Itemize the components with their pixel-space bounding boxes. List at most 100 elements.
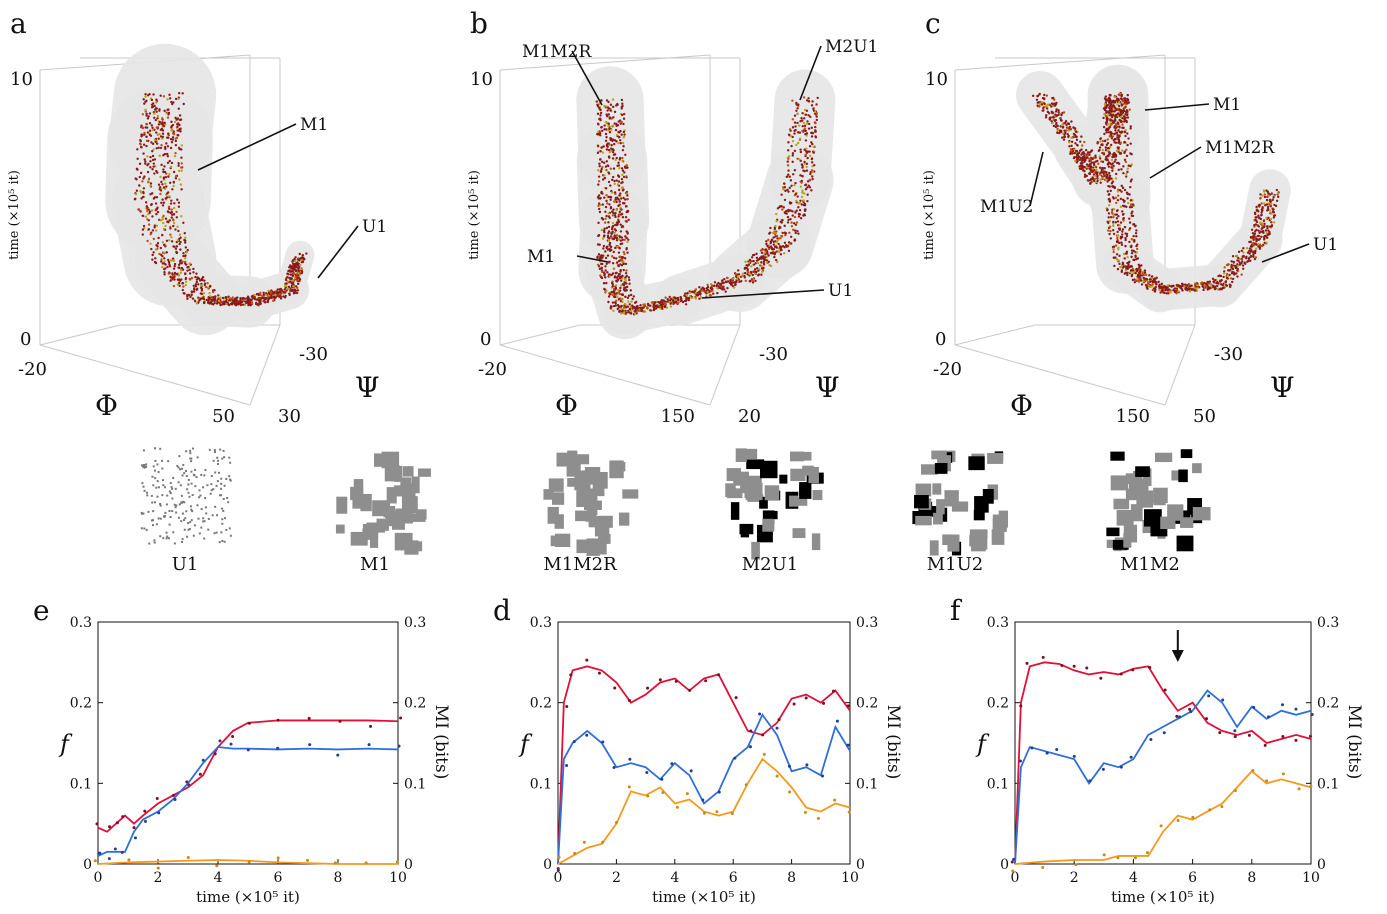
trajectory-point bbox=[153, 112, 156, 115]
trajectory-point bbox=[1187, 283, 1191, 287]
cell bbox=[190, 519, 193, 522]
trajectory-point bbox=[753, 253, 756, 257]
trajectory-point bbox=[1232, 260, 1235, 264]
cell bbox=[791, 497, 808, 506]
cell bbox=[554, 514, 564, 529]
trajectory-point bbox=[144, 100, 147, 103]
trajectory-point bbox=[177, 146, 181, 150]
box-edge bbox=[1164, 324, 1196, 406]
cell bbox=[176, 464, 179, 467]
trajectory-point bbox=[208, 302, 211, 305]
trajectory-point bbox=[173, 262, 177, 266]
trajectory-point bbox=[148, 93, 151, 96]
trajectory-point bbox=[182, 254, 185, 258]
trajectory-point bbox=[1074, 142, 1077, 145]
trajectory-point bbox=[762, 260, 766, 263]
cell bbox=[574, 471, 586, 484]
cell bbox=[154, 477, 157, 480]
trajectory-point bbox=[1255, 205, 1258, 209]
trajectory-point bbox=[1096, 175, 1099, 179]
trajectory-point bbox=[615, 234, 619, 237]
trajectory-point bbox=[1081, 157, 1085, 160]
trajectory-point bbox=[619, 239, 623, 242]
trajectory-point bbox=[204, 285, 208, 289]
trajectory-point bbox=[1076, 160, 1079, 163]
trajectory-point bbox=[170, 125, 174, 128]
trajectory-point bbox=[1114, 153, 1118, 157]
trajectory-point bbox=[1276, 192, 1280, 195]
cell bbox=[362, 528, 373, 539]
trajectory-point bbox=[1050, 102, 1054, 105]
trajectory-point bbox=[806, 186, 809, 189]
trajectory-point bbox=[786, 164, 790, 167]
trajectory-point bbox=[156, 117, 159, 120]
data-point-orange bbox=[1011, 869, 1015, 873]
data-point-orange bbox=[1297, 787, 1301, 791]
trajectory-point bbox=[187, 293, 191, 297]
phi-tick: -20 bbox=[933, 359, 962, 380]
trajectory-point bbox=[1083, 175, 1087, 178]
trajectory-point bbox=[807, 97, 810, 100]
trajectory-point bbox=[610, 227, 614, 231]
trajectory-point bbox=[1249, 245, 1253, 248]
cell bbox=[622, 489, 639, 499]
trajectory-point bbox=[165, 152, 169, 156]
cell bbox=[188, 528, 191, 531]
trajectory-point bbox=[1226, 274, 1230, 278]
trajectory-point bbox=[609, 184, 612, 187]
trajectory-point bbox=[614, 158, 617, 162]
trajectory-point bbox=[1121, 228, 1125, 231]
trajectory-point bbox=[226, 297, 230, 301]
box-edge bbox=[954, 324, 1036, 346]
cell bbox=[214, 505, 217, 508]
trajectory-point bbox=[797, 215, 801, 218]
data-point-orange bbox=[1309, 784, 1313, 788]
trajectory-point bbox=[1126, 102, 1129, 105]
trajectory-point bbox=[665, 306, 669, 309]
trajectory-point bbox=[1108, 185, 1111, 188]
trajectory-point bbox=[1131, 269, 1135, 272]
trajectory-point bbox=[724, 290, 727, 293]
trajectory-point bbox=[209, 295, 212, 298]
data-point-orange bbox=[573, 851, 577, 855]
data-point-blue bbox=[805, 763, 809, 767]
trajectory-point bbox=[1041, 109, 1044, 112]
trajectory-point bbox=[1242, 255, 1246, 258]
data-point-blue bbox=[821, 774, 825, 778]
cell bbox=[735, 448, 747, 463]
trajectory-point bbox=[1216, 284, 1219, 288]
trajectory-point bbox=[1096, 177, 1099, 180]
trajectory-point bbox=[795, 109, 798, 112]
trajectory-point bbox=[789, 217, 792, 221]
trajectory-point bbox=[232, 301, 235, 304]
trajectory-point bbox=[1070, 149, 1073, 152]
trajectory-point bbox=[1262, 219, 1266, 223]
trajectory-point bbox=[1211, 277, 1215, 281]
trajectory-point bbox=[791, 126, 795, 129]
trajectory-point bbox=[1149, 280, 1152, 284]
trajectory-point bbox=[606, 202, 609, 205]
trajectory-point bbox=[218, 296, 222, 299]
trajectory-point bbox=[1128, 265, 1131, 269]
psi-tick: -30 bbox=[759, 344, 788, 365]
trajectory-point bbox=[794, 231, 797, 235]
trajectory-point bbox=[712, 292, 715, 295]
trajectory-point bbox=[1254, 218, 1257, 222]
trajectory-point bbox=[621, 169, 625, 172]
trajectory-point bbox=[800, 163, 804, 166]
trajectory-point bbox=[774, 235, 777, 238]
trajectory-point bbox=[176, 283, 180, 286]
cell bbox=[153, 501, 156, 504]
trajectory-point bbox=[287, 273, 290, 276]
trajectory-point bbox=[147, 177, 151, 181]
phi-axis-label: Φ bbox=[555, 389, 578, 422]
trajectory-point bbox=[158, 154, 161, 158]
trajectory-point bbox=[1118, 189, 1122, 192]
trajectory-point bbox=[208, 284, 212, 288]
trajectory-point bbox=[810, 189, 813, 192]
cell bbox=[143, 466, 146, 469]
trajectory-point bbox=[1073, 127, 1077, 130]
trajectory-point bbox=[291, 260, 294, 263]
trajectory-point bbox=[166, 258, 170, 262]
